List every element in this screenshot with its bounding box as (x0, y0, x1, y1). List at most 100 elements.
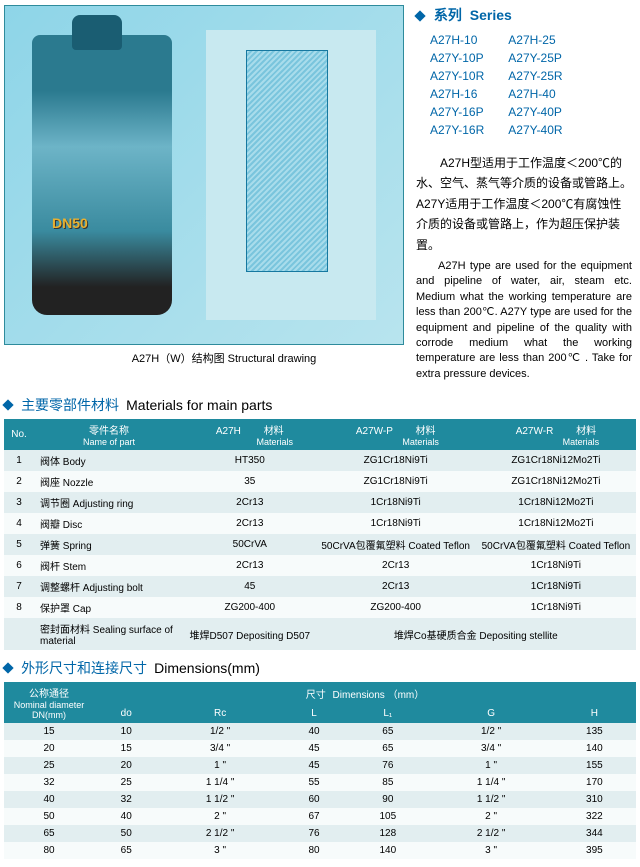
cell: 50CrVA包覆氟塑料 Coated Teflon (316, 534, 476, 555)
cell: 170 (553, 774, 636, 791)
table-row: 密封面材料 Sealing surface of material堆焊D507 … (4, 618, 636, 650)
cell: 弹簧 Spring (34, 534, 184, 555)
dimensions-table: 公称通径 Nominal diameter DN(mm) 尺寸 Dimensio… (4, 682, 636, 859)
cell: 67 (282, 808, 346, 825)
cell: 1/2 " (429, 723, 552, 740)
cell: 1/2 " (158, 723, 281, 740)
series-left: A27H-10A27Y-10PA27Y-10RA27H-16A27Y-16PA2… (430, 31, 484, 139)
table-row: 32251 1/4 "55851 1/4 "170 (4, 774, 636, 791)
dimensions-header: 外形尺寸和连接尺寸 Dimensions(mm) (4, 658, 636, 678)
cell: 阀瓣 Disc (34, 513, 184, 534)
cell: ZG200-400 (184, 597, 316, 618)
materials-title-en: Materials for main parts (126, 397, 272, 413)
cell: 20 (4, 740, 94, 757)
series-item: A27Y-25R (508, 67, 562, 85)
cell: 2Cr13 (316, 555, 476, 576)
cell: 45 (282, 757, 346, 774)
cell: 65 (346, 723, 429, 740)
th-dim-col: L₁ (346, 705, 429, 723)
th-dim-col: do (94, 705, 158, 723)
series-column: 系列 Series A27H-10A27Y-10PA27Y-10RA27H-16… (408, 0, 640, 387)
cell: 15 (94, 740, 158, 757)
cell: ZG1Cr18Ni9Ti (316, 471, 476, 492)
cell: 6 (4, 555, 34, 576)
cell: 105 (346, 808, 429, 825)
cross-section-drawing (206, 30, 376, 320)
table-row: 8保护罩 CapZG200-400ZG200-4001Cr18Ni9Ti (4, 597, 636, 618)
table-row: 2阀座 Nozzle35ZG1Cr18Ni9TiZG1Cr18Ni12Mo2Ti (4, 471, 636, 492)
materials-title-cn: 主要零部件材料 (21, 397, 119, 413)
cell: 1Cr18Ni12Mo2Ti (476, 513, 636, 534)
cell: 32 (4, 774, 94, 791)
cell: 85 (346, 774, 429, 791)
cell: 76 (282, 825, 346, 842)
diamond-icon (2, 662, 13, 673)
cell: 1 " (158, 757, 281, 774)
cell: 90 (346, 791, 429, 808)
cell: 调整螺杆 Adjusting bolt (34, 576, 184, 597)
cell: 1Cr18Ni9Ti (316, 492, 476, 513)
table-row: 7调整螺杆 Adjusting bolt452Cr131Cr18Ni9Ti (4, 576, 636, 597)
cell: 1 1/4 " (429, 774, 552, 791)
table-row: 3调节圈 Adjusting ring2Cr131Cr18Ni9Ti1Cr18N… (4, 492, 636, 513)
series-item: A27H-40 (508, 85, 562, 103)
cell: 2Cr13 (184, 513, 316, 534)
cell: 阀座 Nozzle (34, 471, 184, 492)
cell: ZG1Cr18Ni12Mo2Ti (476, 450, 636, 471)
cell: 4 (4, 513, 34, 534)
cell: 密封面材料 Sealing surface of material (34, 618, 184, 650)
cell: 10 (94, 723, 158, 740)
cell: 55 (282, 774, 346, 791)
cell: 1Cr18Ni12Mo2Ti (476, 492, 636, 513)
cell: 25 (4, 757, 94, 774)
cell: HT350 (184, 450, 316, 471)
series-item: A27Y-16R (430, 121, 484, 139)
cell: 155 (553, 757, 636, 774)
cell: 1 (4, 450, 34, 471)
cell: 60 (282, 791, 346, 808)
cell: 2 (4, 471, 34, 492)
cell: 40 (282, 723, 346, 740)
cell: 阀杆 Stem (34, 555, 184, 576)
series-item: A27H-16 (430, 85, 484, 103)
th-dim-col: G (429, 705, 552, 723)
cell: 堆焊D507 Depositing D507 (184, 618, 316, 650)
th-a27wp: A27W-P 材料 Materials (316, 419, 476, 450)
cell: 堆焊Co基硬质合金 Depositing stellite (316, 618, 636, 650)
dimensions-title-cn: 外形尺寸和连接尺寸 (21, 660, 147, 676)
series-title: 系列 Series (416, 5, 632, 25)
series-item: A27H-10 (430, 31, 484, 49)
cell: 65 (346, 740, 429, 757)
image-column: A27H（W）结构图 Structural drawing (0, 0, 408, 387)
table-row: 1阀体 BodyHT350ZG1Cr18Ni9TiZG1Cr18Ni12Mo2T… (4, 450, 636, 471)
cell: 45 (184, 576, 316, 597)
cell: 1Cr18Ni9Ti (476, 576, 636, 597)
cell: ZG1Cr18Ni9Ti (316, 450, 476, 471)
cell: 140 (553, 740, 636, 757)
cell: 20 (94, 757, 158, 774)
cell: ZG1Cr18Ni12Mo2Ti (476, 471, 636, 492)
series-item: A27H-25 (508, 31, 562, 49)
cell: 3 (4, 492, 34, 513)
table-row: 50402 "671052 "322 (4, 808, 636, 825)
cell: 1 1/2 " (158, 791, 281, 808)
cell: 阀体 Body (34, 450, 184, 471)
drawing-caption: A27H（W）结构图 Structural drawing (40, 350, 408, 366)
th-dim-col: Rc (158, 705, 281, 723)
table-row: 4阀瓣 Disc2Cr131Cr18Ni9Ti1Cr18Ni12Mo2Ti (4, 513, 636, 534)
table-row: 65502 1/2 "761282 1/2 "344 (4, 825, 636, 842)
cell: 45 (282, 740, 346, 757)
cell: 322 (553, 808, 636, 825)
cell: 128 (346, 825, 429, 842)
cell: 1Cr18Ni9Ti (476, 597, 636, 618)
cell: 保护罩 Cap (34, 597, 184, 618)
series-list: A27H-10A27Y-10PA27Y-10RA27H-16A27Y-16PA2… (430, 31, 632, 139)
cell: 50CrVA包覆氟塑料 Coated Teflon (476, 534, 636, 555)
cell: 40 (94, 808, 158, 825)
cell: 2 " (158, 808, 281, 825)
th-a27h: A27H 材料 Materials (184, 419, 316, 450)
table-row: 6阀杆 Stem2Cr132Cr131Cr18Ni9Ti (4, 555, 636, 576)
table-row: 5弹簧 Spring50CrVA50CrVA包覆氟塑料 Coated Teflo… (4, 534, 636, 555)
dimensions-title-en: Dimensions(mm) (154, 660, 260, 676)
th-dim-col: L (282, 705, 346, 723)
